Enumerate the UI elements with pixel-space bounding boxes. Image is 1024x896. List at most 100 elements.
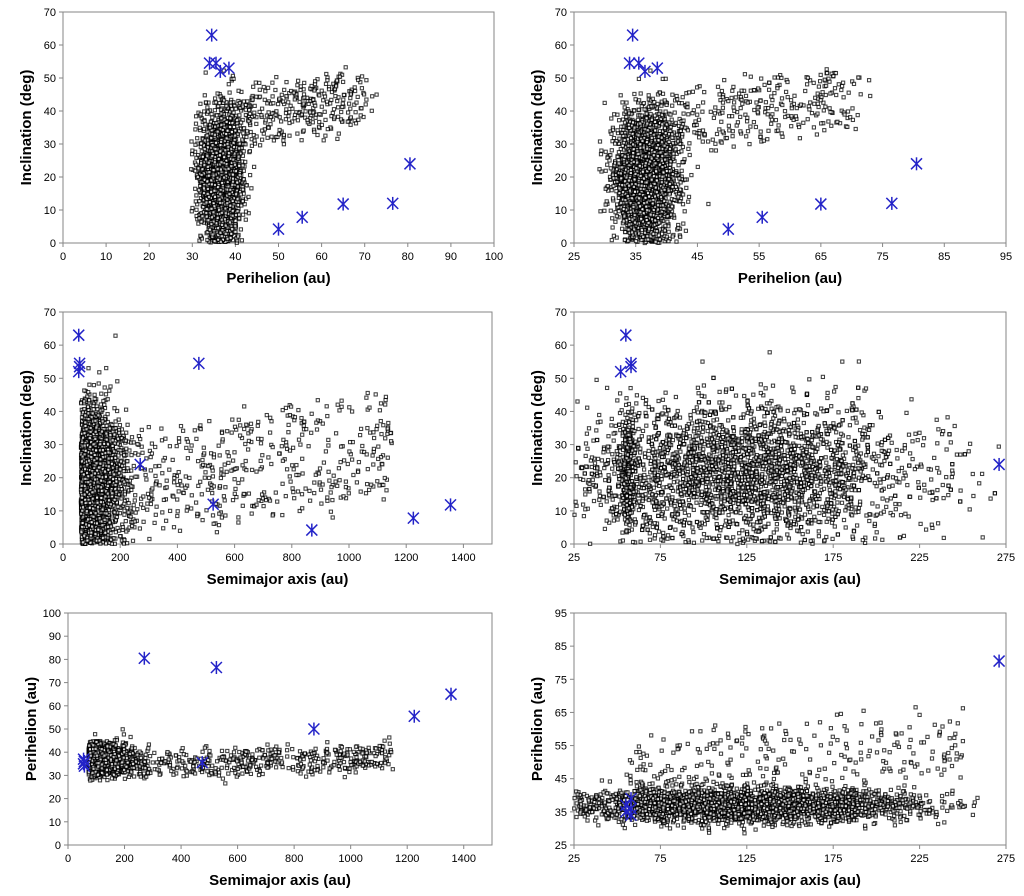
data-point (370, 94, 375, 99)
data-point (605, 162, 610, 167)
data-point (194, 207, 199, 212)
data-point (215, 184, 221, 190)
data-point (238, 227, 244, 232)
x-tick-label: 50 (272, 251, 284, 263)
data-point (683, 228, 689, 233)
data-point (620, 100, 625, 105)
data-point (328, 101, 333, 106)
data-point (205, 237, 210, 243)
data-point (324, 71, 329, 77)
data-point (227, 191, 232, 197)
y-tick-label: 30 (44, 139, 56, 151)
data-point (201, 204, 206, 210)
data-point (219, 180, 225, 186)
data-point (209, 112, 214, 117)
data-point (209, 221, 214, 227)
data-point (237, 100, 242, 106)
data-point (241, 149, 246, 154)
data-point (205, 133, 210, 138)
data-point (356, 117, 361, 122)
data-point (329, 97, 334, 103)
data-point (252, 138, 257, 143)
data-point (223, 148, 228, 153)
data-point (280, 99, 286, 104)
data-point (205, 109, 211, 114)
data-point (333, 84, 339, 89)
data-point (246, 194, 251, 200)
data-point (222, 154, 227, 160)
data-point (219, 234, 224, 239)
data-point (243, 112, 249, 118)
data-point (205, 164, 210, 170)
data-point (231, 144, 237, 150)
data-point (237, 173, 242, 178)
data-point (271, 138, 277, 143)
data-point (292, 112, 298, 118)
data-point (202, 138, 207, 143)
data-point (613, 219, 618, 224)
data-point (277, 115, 282, 120)
data-point (287, 133, 292, 138)
data-point (244, 183, 249, 188)
data-point (674, 239, 679, 244)
data-point (209, 135, 214, 141)
data-point (238, 120, 244, 125)
data-point (224, 136, 229, 141)
data-point (353, 110, 358, 115)
data-point (211, 168, 216, 173)
data-point (666, 176, 671, 182)
data-point (203, 122, 208, 127)
y-tick-label: 10 (44, 205, 56, 217)
data-point (251, 164, 257, 170)
x-tick-label: 100 (485, 251, 503, 263)
data-point (257, 94, 263, 99)
data-point (616, 209, 621, 214)
data-point (706, 201, 711, 207)
data-point (230, 208, 235, 214)
data-point (215, 215, 220, 221)
data-point (263, 118, 268, 123)
data-point (615, 154, 620, 160)
data-point (341, 97, 346, 102)
data-point (288, 103, 293, 108)
data-point (209, 215, 215, 220)
data-point (233, 192, 239, 197)
data-point (651, 231, 656, 236)
data-point (340, 104, 345, 110)
data-point (334, 78, 340, 83)
data-point (218, 107, 224, 112)
data-point (204, 214, 209, 219)
data-point (239, 238, 245, 243)
data-point (266, 110, 271, 115)
data-point (331, 107, 337, 112)
data-point (299, 112, 305, 117)
data-point (254, 134, 259, 139)
data-point (200, 166, 205, 172)
data-point (298, 87, 303, 93)
data-point (695, 164, 700, 170)
data-point (231, 110, 236, 115)
data-point (301, 128, 306, 133)
data-point (609, 116, 614, 121)
data-point (225, 201, 230, 206)
highlighted-object-marker (296, 210, 309, 224)
x-tick-label: 90 (445, 251, 457, 263)
data-point (295, 78, 301, 83)
data-point (325, 126, 330, 132)
data-point (233, 169, 239, 174)
data-point (281, 138, 286, 143)
data-point (218, 230, 223, 235)
data-point (198, 233, 203, 238)
data-point (374, 92, 379, 97)
data-point (212, 194, 218, 199)
data-point (321, 138, 326, 143)
data-point (312, 88, 317, 93)
data-point (273, 112, 278, 117)
data-point (648, 112, 653, 117)
data-point (223, 131, 229, 137)
data-point (608, 166, 613, 171)
data-point (195, 174, 201, 180)
data-point (283, 110, 289, 116)
data-point (193, 162, 199, 167)
data-point (218, 192, 223, 197)
